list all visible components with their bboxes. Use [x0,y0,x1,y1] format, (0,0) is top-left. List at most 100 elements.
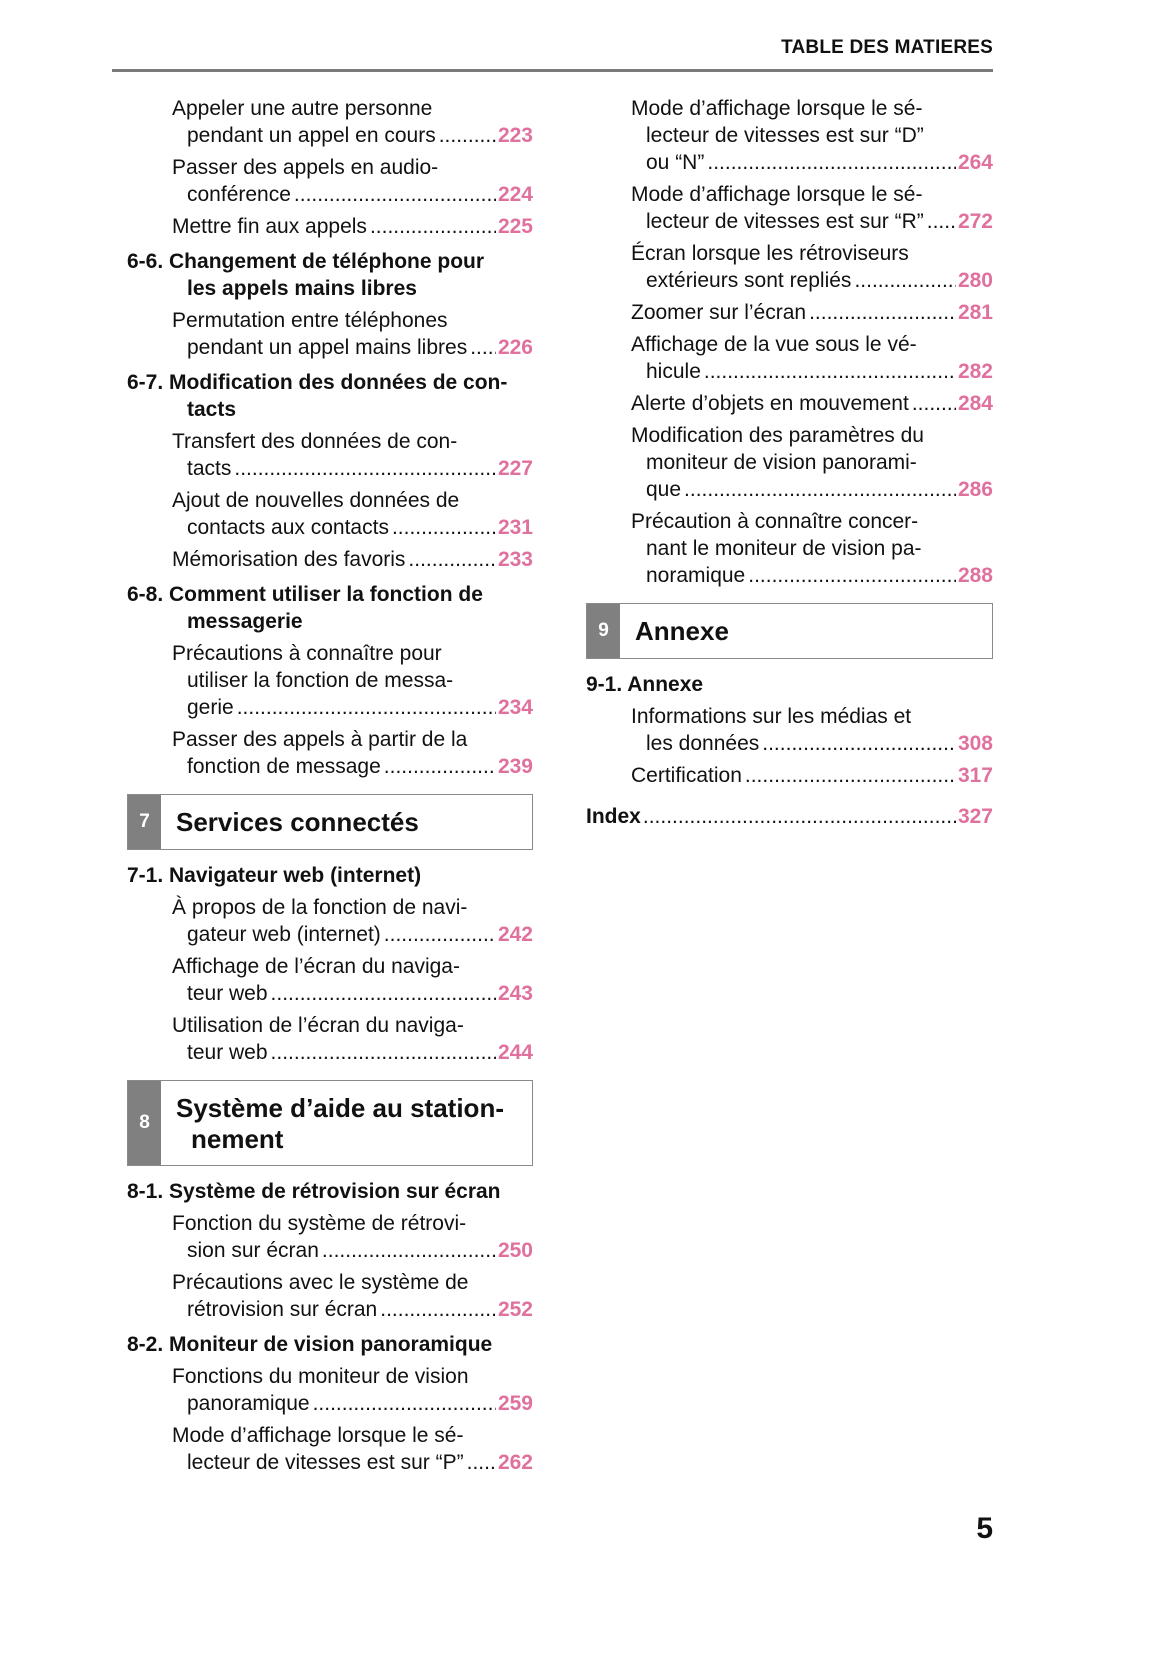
page-reference[interactable]: 252 [497,1298,533,1321]
toc-entry[interactable]: Mémorisation des favoris 233 [127,546,533,573]
entry-text: Utilisation de l’écran du naviga- [172,1014,464,1037]
page-reference[interactable]: 262 [497,1451,533,1474]
heading-line: 9-1. Annexe [586,673,704,696]
entry-line: Fonction du système de rétrovi- [172,1210,533,1237]
entry-line: noramique 288 [631,562,993,589]
page-reference[interactable]: 223 [497,124,533,147]
section-title-line: nement [191,1124,284,1154]
section-header-box: 7 Services connectés [127,794,533,850]
entry-text: Mettre fin aux appels [172,215,367,238]
page-reference[interactable]: 308 [957,732,993,755]
page-reference[interactable]: 282 [957,360,993,383]
toc-entry[interactable]: Appeler une autre personne pendant un app… [127,95,533,149]
toc-entry[interactable]: Transfert des données de con-tacts 227 [127,428,533,482]
page-reference[interactable]: 288 [957,564,993,587]
toc-entry[interactable]: Précautions avec le système de rétrovisio… [127,1269,533,1323]
entry-line: lecteur de vitesses est sur “D” [631,122,993,149]
dot-leader [467,1449,496,1476]
entry-line: Informations sur les médias et [631,703,993,730]
toc-column-right: Mode d’affichage lorsque le sé-lecteur d… [586,95,993,830]
entry-line: Transfert des données de con- [172,428,533,455]
page-reference[interactable]: 231 [497,516,533,539]
entry-line: Alerte d’objets en mouvement 284 [631,390,993,417]
toc-column-left: Appeler une autre personne pendant un app… [127,95,533,1476]
toc-entry[interactable]: Fonction du système de rétrovi-sion sur … [127,1210,533,1264]
entry-text: Alerte d’objets en mouvement [631,392,909,415]
toc-entry[interactable]: À propos de la fonction de navi-gateur w… [127,894,533,948]
entry-line: Mode d’affichage lorsque le sé- [631,95,993,122]
toc-entry[interactable]: Précaution à connaître concer-nant le mo… [586,508,993,589]
page-reference[interactable]: 239 [497,755,533,778]
entry-text: contacts aux contacts [187,516,389,539]
section-number-tab: 7 [128,795,161,849]
page-reference[interactable]: 259 [497,1392,533,1415]
entry-line: Zoomer sur l’écran 281 [631,299,993,326]
toc-entry[interactable]: Mettre fin aux appels 225 [127,213,533,240]
dot-leader [294,181,496,208]
toc-entry[interactable]: Zoomer sur l’écran 281 [586,299,993,326]
heading-line: tacts [187,398,237,421]
entry-line: Permutation entre téléphones [172,307,533,334]
entry-line: teur web 243 [172,980,533,1007]
index-entry[interactable]: Index 327 [586,803,993,830]
page-reference[interactable]: 242 [497,923,533,946]
toc-entry[interactable]: Utilisation de l’écran du naviga-teur we… [127,1012,533,1066]
page-reference[interactable]: 226 [497,336,533,359]
entry-text: nant le moniteur de vision pa- [646,537,922,560]
dot-leader [384,921,496,948]
toc-entry[interactable]: Précautions à connaître pour utiliser la … [127,640,533,721]
entry-line: Précaution à connaître concer- [631,508,993,535]
toc-entry[interactable]: Permutation entre téléphones pendant un a… [127,307,533,361]
toc-entry[interactable]: Passer des appels à partir de la fonction… [127,726,533,780]
entry-line: gateur web (internet) 242 [172,921,533,948]
toc-entry[interactable]: Mode d’affichage lorsque le sé-lecteur d… [586,95,993,176]
dot-leader [271,1039,496,1066]
toc-entry[interactable]: Ajout de nouvelles données de contacts au… [127,487,533,541]
entry-text: Modification des paramètres du [631,424,924,447]
toc-entry[interactable]: Fonctions du moniteur de vision panoramiq… [127,1363,533,1417]
toc-entry[interactable]: Informations sur les médias et les donnée… [586,703,993,757]
toc-entry[interactable]: Alerte d’objets en mouvement 284 [586,390,993,417]
toc-entry[interactable]: Modification des paramètres du moniteur d… [586,422,993,503]
page-reference[interactable]: 284 [957,392,993,415]
page-reference[interactable]: 280 [957,269,993,292]
page-reference[interactable]: 233 [497,548,533,571]
subsection-heading: 6-8. Comment utiliser la fonction de mess… [127,581,533,635]
page-reference[interactable]: 225 [497,215,533,238]
page-reference[interactable]: 250 [497,1239,533,1262]
page-reference[interactable]: 244 [497,1041,533,1064]
entry-text: Certification [631,764,742,787]
entry-text: Mémorisation des favoris [172,548,406,571]
page-reference[interactable]: 272 [957,210,993,233]
entry-line: moniteur de vision panorami- [631,449,993,476]
toc-entry[interactable]: Affichage de l’écran du naviga-teur web 2… [127,953,533,1007]
heading-line: 8-1. Système de rétrovision sur écran [127,1180,501,1203]
entry-text: À propos de la fonction de navi- [172,896,468,919]
entry-text: teur web [187,982,268,1005]
page-reference[interactable]: 224 [497,183,533,206]
subsection-heading: 7-1. Navigateur web (internet) [127,862,533,889]
section-title-line: Système d’aide au station- [176,1093,504,1123]
page-reference[interactable]: 243 [497,982,533,1005]
toc-entry[interactable]: Passer des appels en audio-conférence 224 [127,154,533,208]
page-reference[interactable]: 286 [957,478,993,501]
entry-text: Affichage de l’écran du naviga- [172,955,460,978]
toc-entry[interactable]: Affichage de la vue sous le vé-hicule 282 [586,331,993,385]
entry-line: gerie 234 [172,694,533,721]
toc-entry[interactable]: Écran lorsque les rétroviseurs extérieurs… [586,240,993,294]
entry-line: lecteur de vitesses est sur “R” 272 [631,208,993,235]
page-reference[interactable]: 227 [497,457,533,480]
page-reference[interactable]: 327 [957,805,993,828]
entry-text: pendant un appel en cours [187,124,436,147]
toc-entry[interactable]: Mode d’affichage lorsque le sé-lecteur d… [586,181,993,235]
toc-entry[interactable]: Certification 317 [586,762,993,789]
entry-line: teur web 244 [172,1039,533,1066]
page-reference[interactable]: 264 [957,151,993,174]
page-reference[interactable]: 281 [957,301,993,324]
entry-text: rétrovision sur écran [187,1298,378,1321]
page-reference[interactable]: 234 [497,696,533,719]
page-reference[interactable]: 317 [957,764,993,787]
toc-entry[interactable]: Mode d’affichage lorsque le sé-lecteur d… [127,1422,533,1476]
dot-leader [439,122,496,149]
entry-line: À propos de la fonction de navi- [172,894,533,921]
